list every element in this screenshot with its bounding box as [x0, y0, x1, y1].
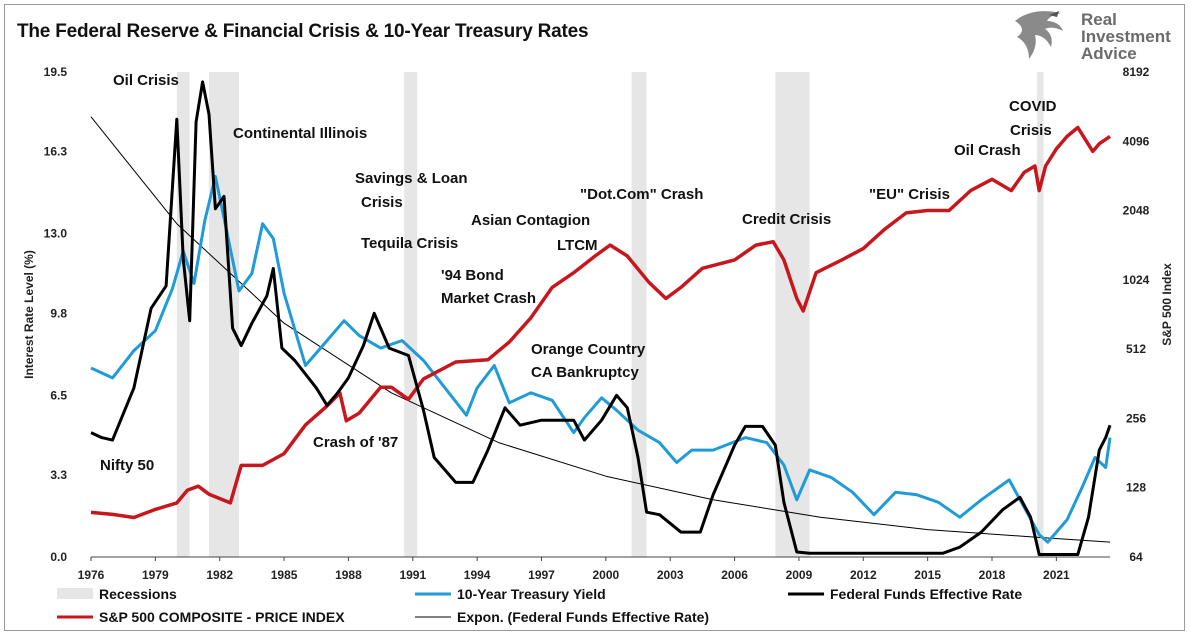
x-tick-label: 2003	[657, 568, 684, 582]
x-tick-label: 1979	[142, 568, 169, 582]
sp500-line	[90, 125, 1111, 520]
y-tick-label: 3.3	[50, 468, 67, 482]
x-tick-label: 2015	[914, 568, 941, 582]
recession-band	[404, 72, 418, 557]
treasury-yield-line	[90, 175, 1112, 544]
y2-tick-label: 2048	[1123, 204, 1150, 218]
x-tick-label: 1985	[271, 568, 298, 582]
legend-swatch-recessions	[57, 588, 93, 599]
y-tick-label: 9.8	[50, 306, 67, 320]
y2-tick-label: 4096	[1123, 134, 1150, 148]
y2-tick-label: 256	[1126, 411, 1146, 425]
annotation-label: "Dot.Com" Crash	[580, 186, 703, 203]
x-tick-label: 1997	[528, 568, 555, 582]
y-tick-label: 19.5	[44, 65, 68, 79]
legend: Recessions 10-Year Treasury Yield Federal …	[57, 586, 1022, 625]
legend-label-treasury: 10-Year Treasury Yield	[457, 586, 606, 602]
y2-tick-label: 128	[1126, 481, 1146, 495]
y2-tick-label: 512	[1126, 342, 1146, 356]
y2-tick-label: 64	[1129, 550, 1143, 564]
annotation-label: '94 Bond	[441, 267, 504, 284]
y2-tick-label: 1024	[1123, 273, 1150, 287]
annotation-label: Orange Country	[531, 341, 646, 358]
annotation-label: Oil Crisis	[113, 72, 179, 89]
annotation-label: LTCM	[557, 237, 598, 254]
expon-trend-line	[90, 116, 1111, 543]
annotation-label: Nifty 50	[100, 457, 154, 474]
chart-frame: The Federal Reserve & Financial Crisis &…	[4, 4, 1185, 631]
x-tick-label: 2009	[786, 568, 813, 582]
annotation-label: Credit Crisis	[742, 211, 831, 228]
x-tick-label: 2000	[593, 568, 620, 582]
axes: 1976 1979 1982 1985 1988 1991 1994 1997 2000 2003…	[22, 65, 1174, 582]
annotation-label: "EU" Crisis	[869, 186, 950, 203]
x-tick-label: 1976	[78, 568, 105, 582]
y-tick-label: 13.0	[44, 227, 68, 241]
y-tick-label: 6.5	[50, 388, 67, 402]
legend-label-expon: Expon. (Federal Funds Effective Rate)	[457, 609, 709, 625]
annotations: Oil Crisis Continental Illinois Savings & …	[100, 72, 1057, 474]
annotation-label: COVID	[1009, 98, 1057, 115]
annotation-label: Oil Crash	[954, 142, 1021, 159]
logo-line-3: Advice	[1081, 44, 1137, 63]
x-tick-label: 2006	[721, 568, 748, 582]
y-tick-label: 16.3	[44, 145, 68, 159]
y-tick-label: 0.0	[50, 550, 67, 564]
x-tick-label: 2021	[1043, 568, 1070, 582]
x-tick-label: 2018	[979, 568, 1006, 582]
x-tick-label: 1994	[464, 568, 491, 582]
y2-axis-label: S&P 500 Index	[1160, 263, 1174, 346]
annotation-label: Crash of '87	[313, 434, 398, 451]
annotation-label: Crisis	[1010, 122, 1052, 139]
annotation-label: CA Bankruptcy	[531, 364, 639, 381]
logo-line-1: Real	[1081, 10, 1117, 29]
x-tick-label: 1988	[335, 568, 362, 582]
annotation-label: Savings & Loan	[355, 170, 468, 187]
eagle-icon	[1015, 11, 1063, 60]
series-lines	[90, 80, 1112, 556]
y2-tick-label: 8192	[1123, 65, 1150, 79]
recession-band	[1037, 72, 1044, 557]
logo: Real Investment Advice	[1015, 10, 1171, 63]
recession-bands	[176, 72, 1044, 557]
annotation-label: Tequila Crisis	[361, 235, 458, 252]
legend-label-sp500: S&P 500 COMPOSITE - PRICE INDEX	[99, 609, 345, 625]
chart-title: The Federal Reserve & Financial Crisis &…	[17, 21, 589, 42]
annotation-label: Market Crash	[441, 290, 536, 307]
legend-label-fedfunds: Federal Funds Effective Rate	[830, 586, 1022, 602]
y-axis-label: Interest Rate Level (%)	[22, 250, 36, 379]
legend-label-recessions: Recessions	[99, 586, 177, 602]
chart-canvas: 1976 1979 1982 1985 1988 1991 1994 1997 2000 2003…	[22, 65, 1174, 625]
x-tick-label: 1982	[206, 568, 233, 582]
x-tick-label: 2012	[850, 568, 877, 582]
annotation-label: Continental Illinois	[233, 125, 367, 142]
x-tick-label: 1991	[399, 568, 426, 582]
recession-band	[631, 72, 647, 557]
annotation-label: Crisis	[361, 194, 403, 211]
logo-line-2: Investment	[1081, 27, 1171, 46]
recession-band	[208, 72, 240, 557]
fed-funds-line	[90, 80, 1112, 556]
annotation-label: Asian Contagion	[471, 212, 590, 229]
